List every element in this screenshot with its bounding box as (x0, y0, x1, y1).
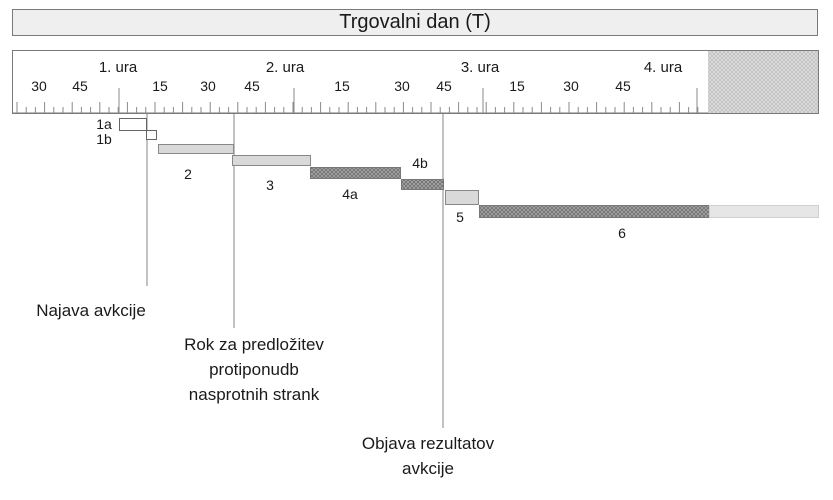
task-label-4a: 4a (342, 186, 358, 202)
hour-label: 3. ura (461, 59, 500, 76)
task-bar-4b (401, 179, 444, 190)
ruler-ticks (13, 88, 708, 114)
minute-label: 30 (394, 78, 410, 94)
task-bar-1b (146, 130, 157, 140)
minute-label: 15 (334, 78, 350, 94)
minute-label: 15 (152, 78, 168, 94)
minute-label: 45 (615, 78, 631, 94)
milestone-text: nasprotnih strank (188, 385, 320, 404)
task-label-3: 3 (266, 177, 274, 193)
milestone-text: Najava avkcije (36, 301, 146, 320)
minute-label: 45 (244, 78, 260, 94)
ruler-shaded-region (708, 51, 818, 113)
milestone-text: avkcije (402, 459, 454, 478)
minute-label: 30 (200, 78, 216, 94)
minute-label: 45 (72, 78, 88, 94)
minute-label: 15 (509, 78, 525, 94)
task-bar-5 (445, 190, 479, 205)
task-label-1b: 1b (96, 131, 112, 147)
task-label-6: 6 (618, 225, 626, 241)
hour-label: 2. ura (266, 59, 305, 76)
milestone-text: Objava rezultatov (361, 434, 495, 453)
task-bar-4a (310, 167, 401, 179)
task-label-1a: 1a (96, 116, 112, 132)
minute-label: 45 (436, 78, 452, 94)
milestone-objava: Objava rezultatov avkcije (338, 431, 518, 481)
hour-label: 4. ura (644, 59, 683, 76)
task-label-5: 5 (456, 209, 464, 225)
task-bar-1a (119, 118, 147, 131)
task-bar-6 (479, 205, 710, 218)
task-label-4b: 4b (412, 155, 428, 171)
diagram-title: Trgovalni dan (T) (12, 9, 818, 36)
milestone-text: protiponudb (209, 360, 299, 379)
minute-label: 30 (563, 78, 579, 94)
task-bar-2 (158, 144, 234, 154)
hour-label: 1. ura (99, 59, 138, 76)
milestone-rok: Rok za predložitev protiponudb nasprotni… (164, 332, 344, 407)
task-bar-3 (232, 155, 311, 166)
task-bar-6-extension (709, 205, 819, 218)
task-label-2: 2 (184, 166, 192, 182)
milestone-text: Rok za predložitev (184, 335, 324, 354)
minute-label: 30 (31, 78, 47, 94)
milestone-najava: Najava avkcije (16, 298, 166, 323)
